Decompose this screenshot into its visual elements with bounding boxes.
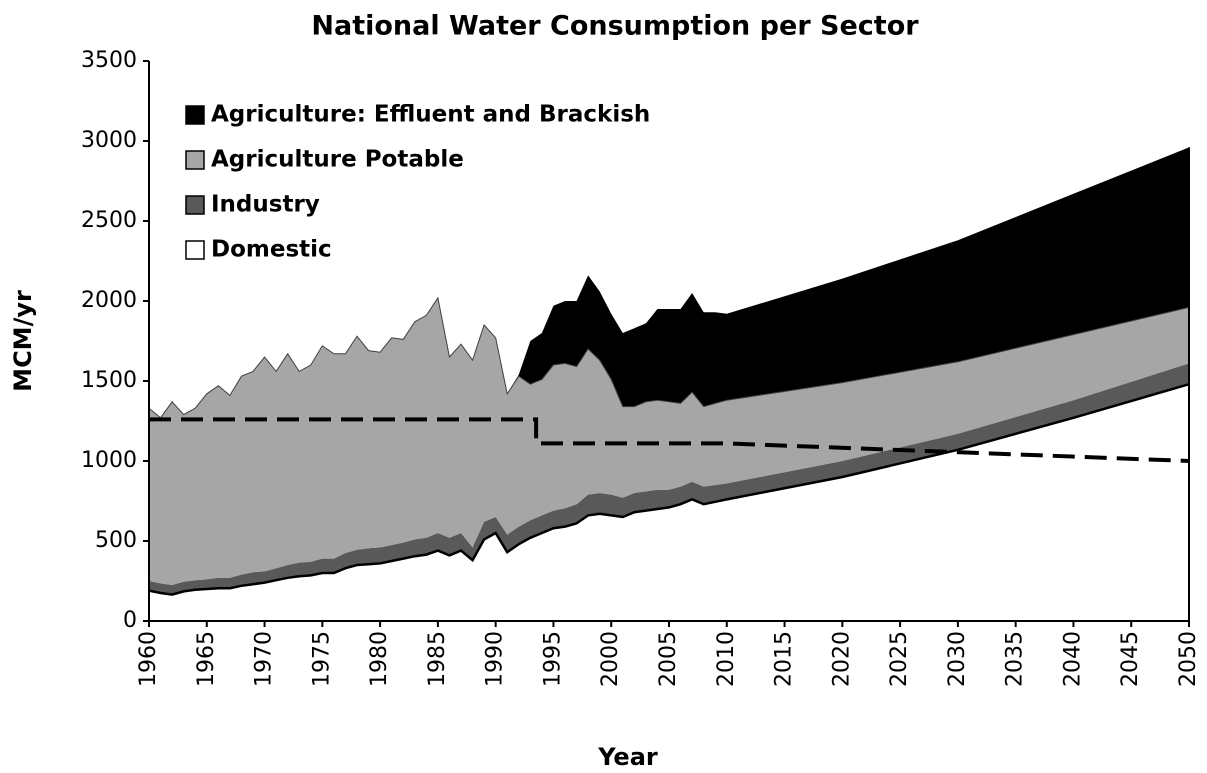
x-tick-label: 2030 [945,631,970,687]
y-tick-label: 2500 [81,208,137,233]
legend-label: Agriculture: Effluent and Brackish [211,102,650,128]
x-tick-label: 2015 [772,631,797,687]
x-tick-label: 1995 [540,631,565,687]
legend-swatch [185,105,205,125]
y-tick-label: 3500 [81,48,137,73]
x-tick-label: 1980 [367,631,392,687]
area-outline [148,382,1190,596]
x-axis-label: Year [597,743,658,771]
x-tick-label: 2010 [714,631,739,687]
x-tick-label: 2050 [1176,631,1201,687]
x-tick-label: 1975 [309,631,334,687]
legend: Agriculture: Effluent and Brackish Agricu… [185,102,650,263]
x-tick-label: 2040 [1060,631,1085,687]
legend-swatch [185,150,205,170]
y-tick-label: 1000 [81,448,137,473]
y-axis-label: MCM/yr [9,290,37,392]
legend-label: Industry [211,192,320,218]
x-tick-label: 1965 [194,631,219,687]
area [149,384,1189,621]
dashed-line [149,417,1190,463]
y-tick-label: 2000 [81,288,137,313]
x-tick-label: 2045 [1118,631,1143,687]
legend-label: Agriculture Potable [211,147,464,173]
x-tick-label: 1985 [425,631,450,687]
x-tick-label: 2025 [887,631,912,687]
chart-title: National Water Consumption per Sector [311,11,919,42]
x-tick-label: 2000 [598,631,623,687]
legend-swatch [185,195,205,215]
plot-area [148,147,1190,621]
x-tick-label: 2020 [829,631,854,687]
y-tick-label: 3000 [81,128,137,153]
area [149,147,1189,418]
y-tick-label: 500 [95,528,137,553]
x-tick-label: 1960 [136,631,161,687]
legend-label: Domestic [211,237,332,263]
legend-swatch [185,240,205,260]
y-tick-label: 1500 [81,368,137,393]
x-tick-label: 2035 [1003,631,1028,687]
area-outline [148,296,1190,419]
x-tick-label: 2005 [656,631,681,687]
x-tick-label: 1970 [252,631,277,687]
y-tick-label: 0 [123,608,137,633]
x-tick-label: 1990 [483,631,508,687]
